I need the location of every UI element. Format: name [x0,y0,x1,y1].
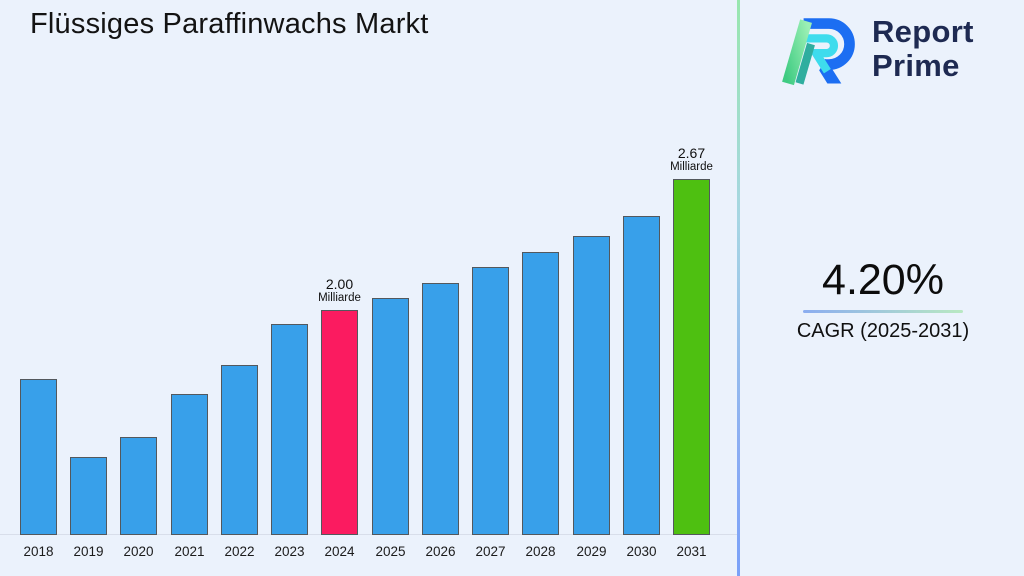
bar-value-2031: 2.67 [677,144,706,161]
x-tick-2025: 2025 [375,544,406,559]
section-divider-line [737,0,740,576]
bar-2029 [573,236,610,535]
x-tick-2026: 2026 [425,544,456,559]
logo-text-line1: Report [872,14,974,49]
bar-unit-2031: Milliarde [670,160,713,173]
bar-value-2024: 2.00 [325,275,354,292]
x-tick-2030: 2030 [626,544,657,559]
x-tick-2019: 2019 [73,544,104,559]
bar-2022 [221,365,258,535]
logo-text-line2: Prime [872,48,960,83]
bar-2028 [522,252,559,535]
cagr-label: CAGR (2025-2031) [796,320,970,342]
bar-value-label-2024: 2.00 Milliarde [318,276,361,305]
x-tick-2031: 2031 [676,544,707,559]
bar-unit-2024: Milliarde [318,291,361,304]
x-tick-2021: 2021 [174,544,205,559]
bar-2018 [20,379,57,535]
x-tick-2023: 2023 [274,544,305,559]
chart-title: Flüssiges Paraffinwachs Markt [30,8,429,40]
bar-2023 [271,324,308,535]
bar-2024 [321,310,358,535]
report-prime-logo-text: Report Prime [872,15,974,83]
x-tick-2028: 2028 [525,544,556,559]
bar-chart: 2018 2019 2020 2021 2022 2023 2024 2.00 Milliard… [0,145,737,559]
bar-2030 [623,216,660,535]
report-prime-logo-icon [782,18,855,86]
cagr-panel: 4.20% CAGR (2025-2031) [742,256,1024,343]
cagr-underline [803,310,963,313]
bar-2031 [673,179,710,535]
x-tick-2018: 2018 [23,544,54,559]
x-tick-2027: 2027 [475,544,506,559]
x-tick-2029: 2029 [576,544,607,559]
x-axis-line [0,534,737,535]
bar-2026 [422,283,459,535]
x-tick-2024: 2024 [324,544,355,559]
bar-2025 [372,298,409,535]
cagr-value: 4.20% [822,256,944,304]
bar-2020 [120,437,157,535]
bar-2019 [70,457,107,535]
x-tick-2022: 2022 [224,544,255,559]
bar-2021 [171,394,208,535]
bar-2027 [472,267,509,535]
report-prime-logo: Report Prime [779,8,974,90]
x-tick-2020: 2020 [123,544,154,559]
bar-value-label-2031: 2.67 Milliarde [670,145,713,174]
